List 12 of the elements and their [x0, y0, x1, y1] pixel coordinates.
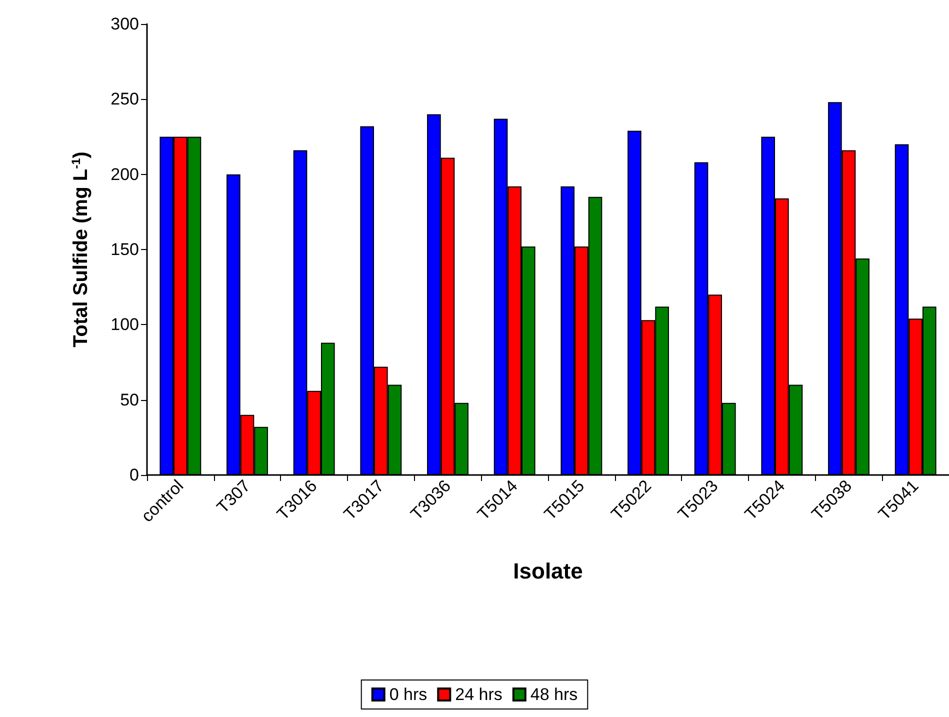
- x-axis-title: Isolate: [513, 558, 583, 584]
- legend-label: 0 hrs: [389, 685, 428, 704]
- y-tick-label: 300: [110, 14, 139, 34]
- y-tick-label: 250: [110, 90, 139, 109]
- y-tick-label: 0: [130, 466, 139, 484]
- y-axis-title: Total Sulfide (mg L-1): [69, 152, 92, 348]
- legend-label: 24 hrs: [455, 685, 502, 704]
- y-tick-label: 100: [110, 315, 139, 334]
- legend-label: 48 hrs: [530, 685, 578, 704]
- y-tick-label: 150: [110, 240, 139, 259]
- y-tick-label: 200: [110, 164, 139, 184]
- y-tick-label: 50: [120, 390, 139, 410]
